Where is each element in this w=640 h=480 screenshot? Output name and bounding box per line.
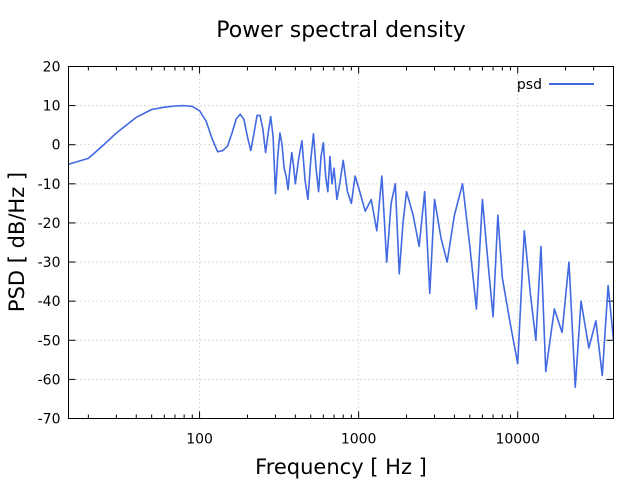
series-line-psd [68,104,615,389]
grid-lines [68,66,614,419]
y-tick-label: -50 [38,333,61,349]
y-tick-label: -30 [38,255,61,271]
y-tick-label: 10 [43,99,61,115]
series-layer [68,104,615,389]
legend-label-psd: psd [517,77,542,93]
y-tick-label: -40 [38,294,61,310]
y-tick-label: -60 [38,372,61,388]
x-axis-ticks: 100 1000 10000 [87,66,595,448]
y-tick-label: -10 [38,177,61,193]
y-tick-label: -20 [38,216,61,232]
y-tick-label: 0 [52,138,61,154]
y-tick-label: -70 [38,412,61,428]
y-axis-title: PSD [ dB/Hz ] [5,172,29,312]
x-tick-label: 100 [186,432,213,448]
plot-frame [68,66,614,419]
x-axis-title: Frequency [ Hz ] [255,455,427,479]
chart-title: Power spectral density [216,18,466,43]
legend: psd [517,77,594,93]
y-axis-ticks: -70 -60 -50 -40 -30 -20 -10 0 10 20 [38,60,614,428]
x-tick-label: 1000 [341,432,377,448]
x-tick-label: 10000 [495,432,540,448]
y-tick-label: 20 [43,60,61,76]
